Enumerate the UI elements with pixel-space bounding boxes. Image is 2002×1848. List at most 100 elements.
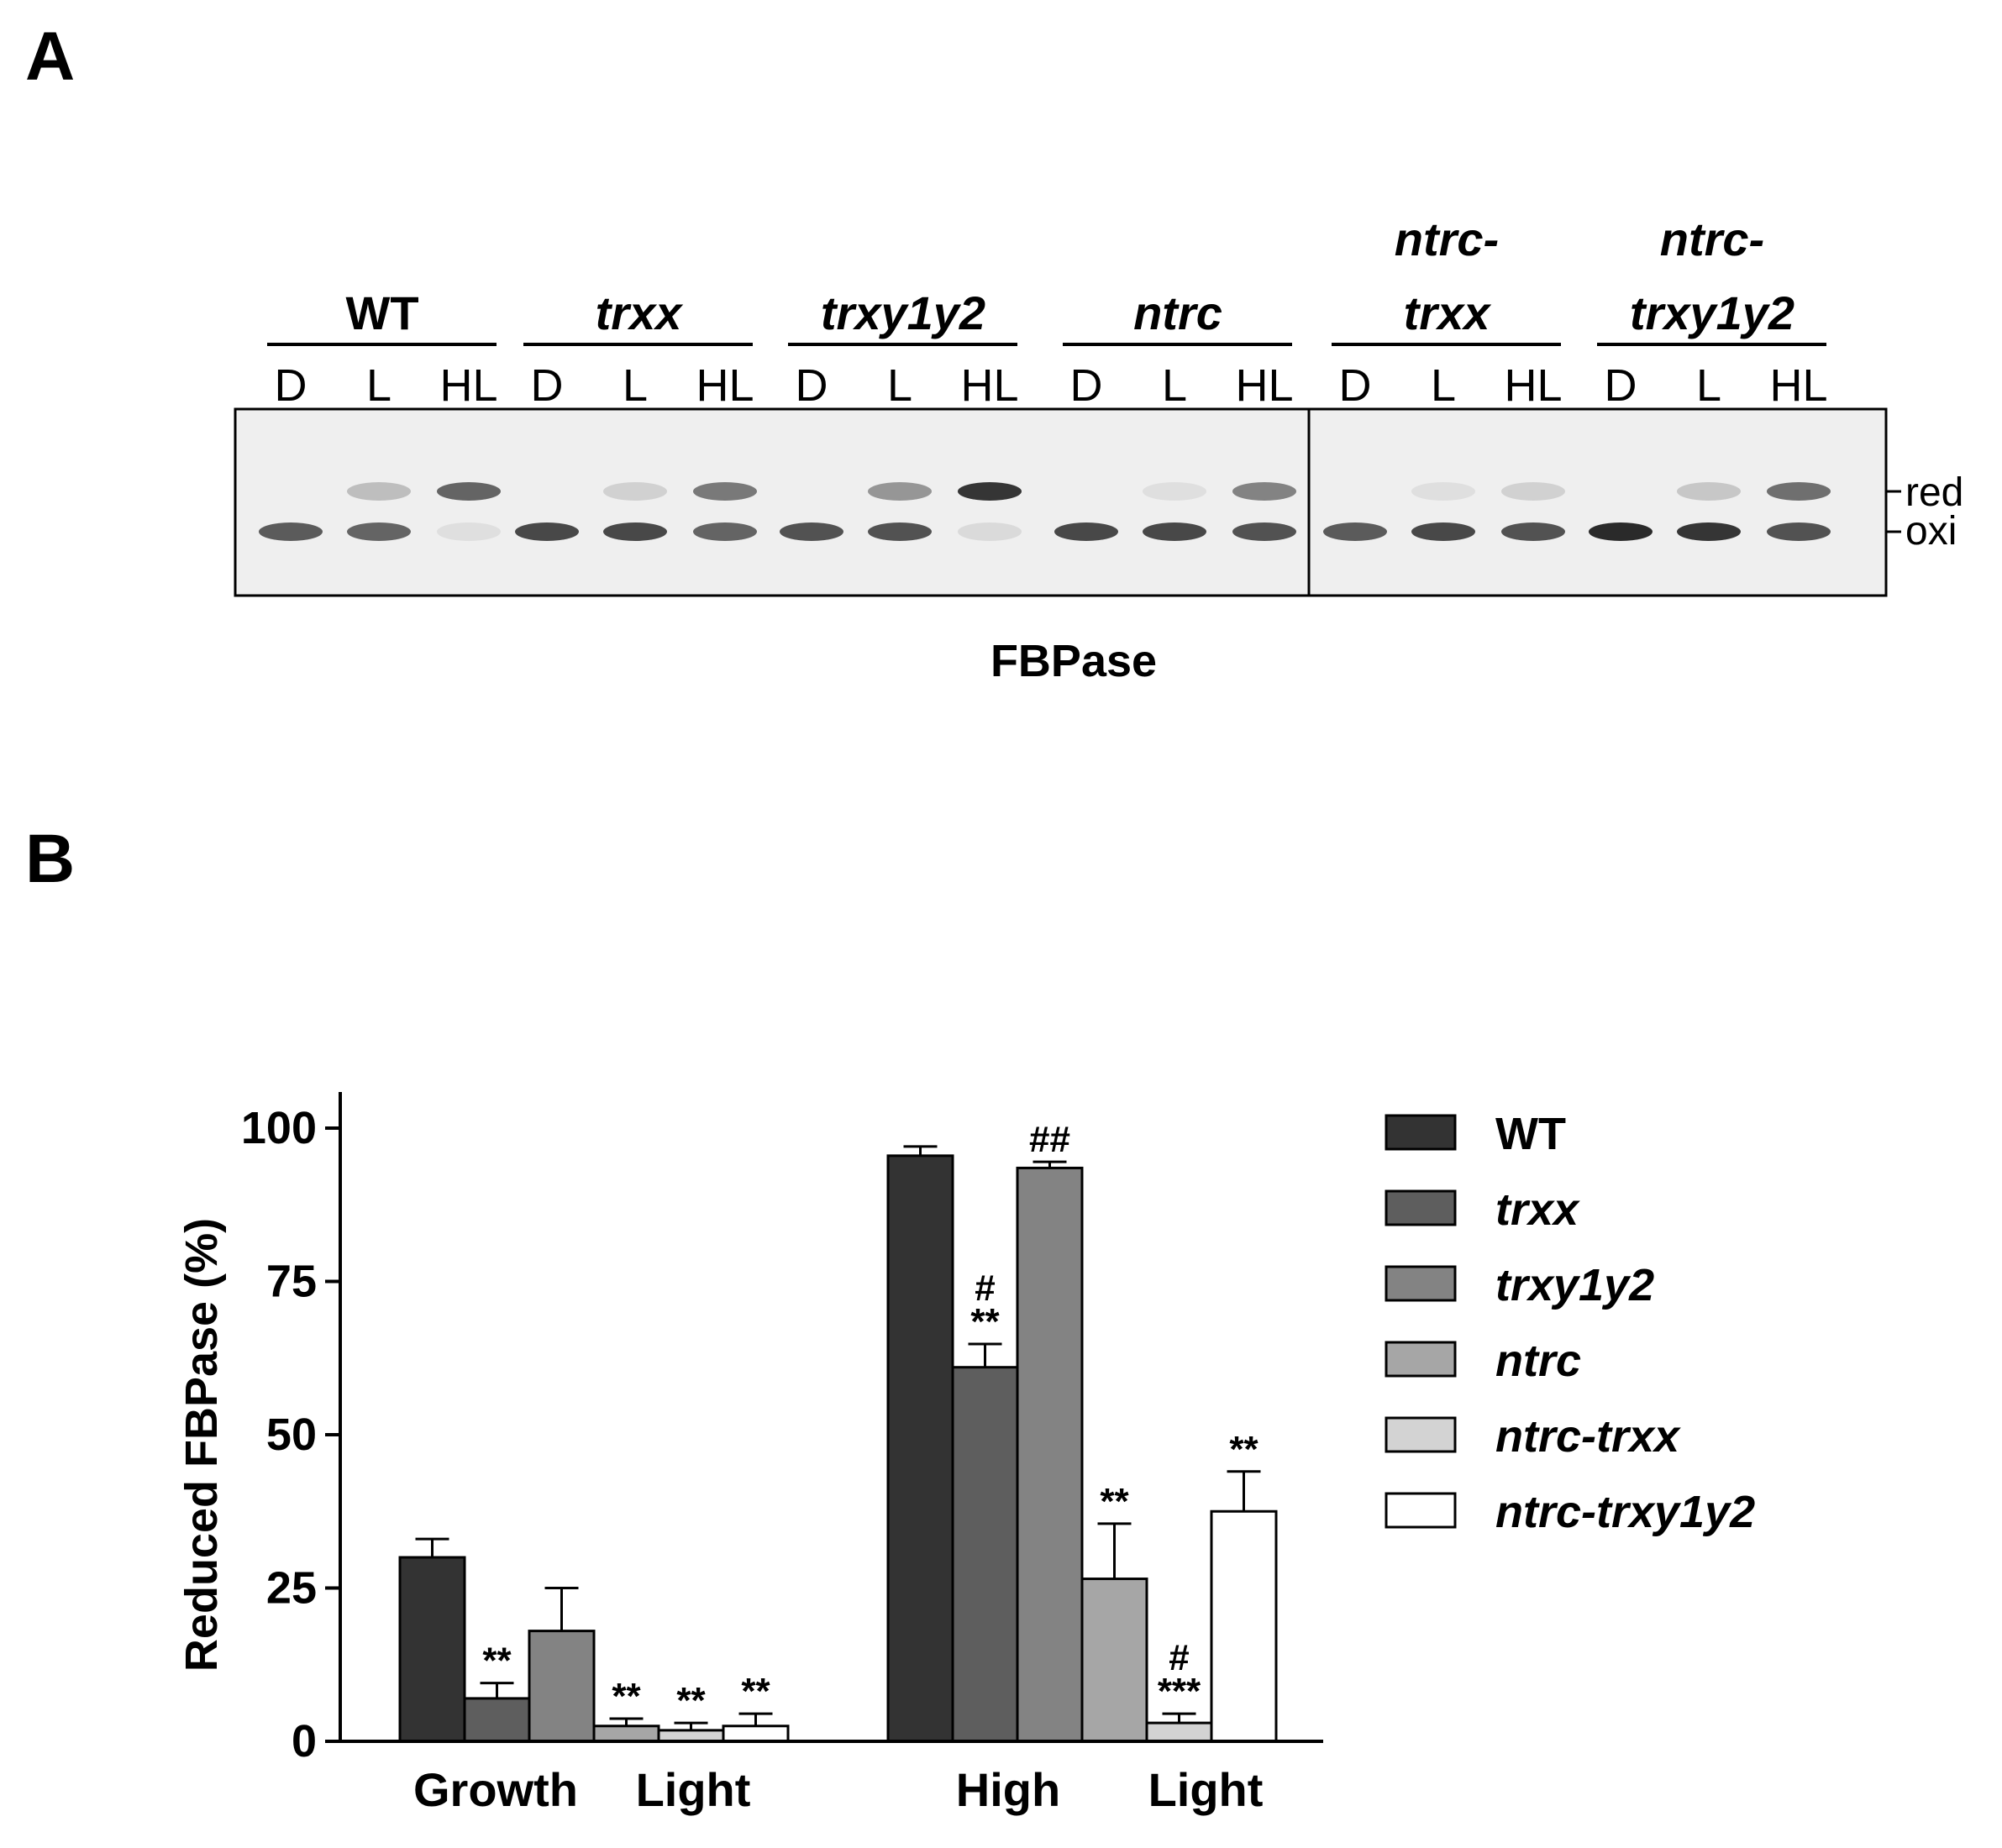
lane-label: D <box>796 360 828 411</box>
lane-label: D <box>1605 360 1637 411</box>
panel-a-label: A <box>25 18 75 95</box>
blot-caption: FBPase <box>990 636 1157 686</box>
genotype-group-labels: WT trxx trxy1y2 ntrc ntrc-trxx ntrc-trxy1y2 <box>267 213 1826 346</box>
blot-band-red <box>1143 482 1206 501</box>
x-category-label: Light <box>1148 1763 1264 1816</box>
panel-b-label: B <box>25 821 75 897</box>
blot-band-oxi <box>958 522 1022 541</box>
red-band-label: red <box>1905 470 1963 515</box>
blot-band-red <box>1232 482 1296 501</box>
lane-label: D <box>1070 360 1103 411</box>
bar <box>592 1725 660 1743</box>
lane-label: HL <box>1769 360 1827 411</box>
significance-mark: ** <box>741 1671 770 1712</box>
genotype-label: WT <box>345 286 418 339</box>
significance-mark: ** <box>1100 1481 1129 1522</box>
oxi-band-label: oxi <box>1905 509 1957 554</box>
genotype-label: trxy1y2 <box>821 286 985 339</box>
blot-band-red <box>693 482 757 501</box>
lane-label: HL <box>696 360 754 411</box>
genotype-label: ntrc <box>1133 286 1222 339</box>
blot-band-red <box>1767 482 1831 501</box>
significance-mark: ** <box>1229 1429 1258 1470</box>
bar <box>1080 1578 1148 1743</box>
y-axis-title: Reduced FBPase (%) <box>176 1218 227 1672</box>
lane-label: L <box>1431 360 1456 411</box>
western-blot-bands <box>259 482 1831 541</box>
lane-label: L <box>1162 360 1187 411</box>
legend-swatch <box>1385 1189 1457 1226</box>
y-tick-label: 25 <box>266 1563 317 1614</box>
bar <box>722 1725 790 1743</box>
blot-band-red <box>1677 482 1741 501</box>
significance-mark: ** <box>676 1680 706 1721</box>
blot-band-red <box>868 482 932 501</box>
blot-band-oxi <box>1411 522 1475 541</box>
blot-band-oxi <box>1232 522 1296 541</box>
blot-band-red <box>1501 482 1565 501</box>
significance-mark: ** <box>612 1676 641 1717</box>
blot-band-oxi <box>1054 522 1118 541</box>
bar <box>1016 1166 1084 1743</box>
blot-band-oxi <box>1143 522 1206 541</box>
bar <box>1210 1509 1278 1743</box>
legend-swatch <box>1385 1265 1457 1302</box>
genotype-label: trxx <box>596 286 685 339</box>
legend-swatch <box>1385 1341 1457 1378</box>
bar <box>886 1154 954 1743</box>
lane-label: L <box>887 360 912 411</box>
blot-band-oxi <box>1589 522 1653 541</box>
lane-label: HL <box>1235 360 1293 411</box>
lane-labels: D L HL D L HL D L HL D L HL D L HL D L HL <box>275 360 1828 411</box>
blot-band-red <box>1411 482 1475 501</box>
legend-swatch <box>1385 1416 1457 1453</box>
lane-label: D <box>531 360 564 411</box>
x-category-label: Growth <box>413 1763 578 1816</box>
significance-mark: # <box>975 1268 995 1309</box>
legend-label: WT <box>1495 1109 1566 1159</box>
bar <box>1145 1721 1213 1743</box>
blot-band-red <box>603 482 667 501</box>
blot-band-oxi <box>259 522 323 541</box>
legend: WT trxx trxy1y2 ntrc ntrc-trxx ntrc-trxy1y2 <box>1385 1109 1755 1537</box>
lane-label: HL <box>439 360 497 411</box>
blot-band-oxi <box>347 522 411 541</box>
bar <box>463 1697 531 1743</box>
legend-label: trxx <box>1495 1184 1580 1235</box>
lane-label: HL <box>960 360 1018 411</box>
bar <box>398 1556 466 1743</box>
lane-label: HL <box>1504 360 1562 411</box>
bar <box>951 1366 1019 1743</box>
bar <box>528 1630 596 1743</box>
y-tick-label: 50 <box>266 1410 317 1460</box>
significance-mark: ** <box>482 1641 512 1682</box>
legend-label: trxy1y2 <box>1495 1260 1654 1310</box>
lane-label: D <box>275 360 307 411</box>
blot-band-red <box>437 482 501 501</box>
lane-label: L <box>1696 360 1721 411</box>
y-axis: 0 25 50 75 100 <box>241 1092 342 1767</box>
genotype-label: trxx <box>1404 286 1493 339</box>
significance-mark: ** <box>970 1301 1000 1342</box>
blot-band-oxi <box>868 522 932 541</box>
blot-band-oxi <box>437 522 501 541</box>
legend-label: ntrc-trxy1y2 <box>1495 1487 1755 1537</box>
blot-band-oxi <box>1677 522 1741 541</box>
significance-mark: # <box>1169 1637 1189 1678</box>
lane-label: D <box>1339 360 1372 411</box>
legend-label: ntrc <box>1495 1336 1581 1386</box>
significance-mark: *** <box>1158 1671 1201 1712</box>
blot-band-oxi <box>1767 522 1831 541</box>
blot-band-oxi <box>780 522 843 541</box>
y-tick-label: 0 <box>292 1716 317 1767</box>
blot-band-oxi <box>603 522 667 541</box>
x-category-label: High <box>956 1763 1060 1816</box>
genotype-label: ntrc- <box>1660 213 1764 265</box>
y-tick-label: 100 <box>241 1103 317 1153</box>
lane-label: L <box>366 360 391 411</box>
blot-band-oxi <box>515 522 579 541</box>
x-category-label: Light <box>636 1763 751 1816</box>
legend-swatch <box>1385 1114 1457 1151</box>
